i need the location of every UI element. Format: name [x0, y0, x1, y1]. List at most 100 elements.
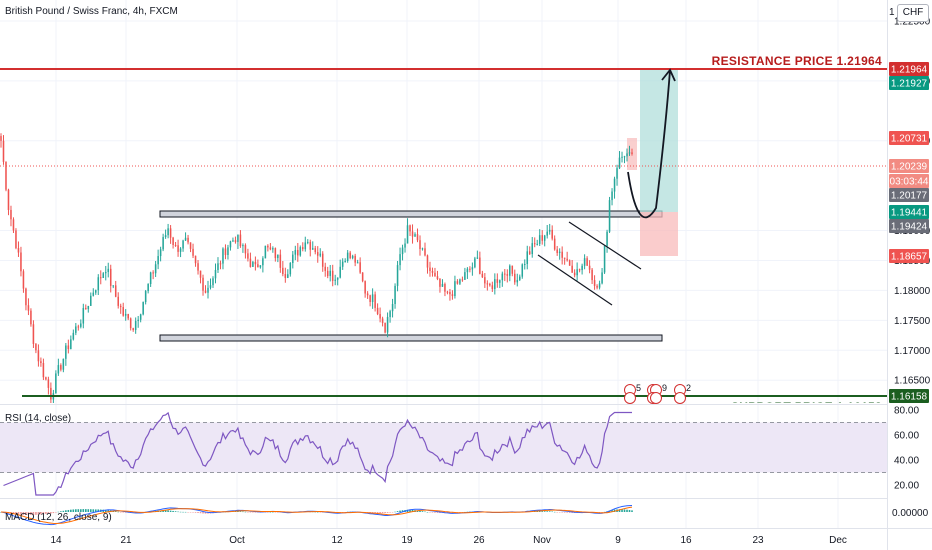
- candle-body: [616, 168, 618, 179]
- candle-body: [299, 247, 302, 256]
- candlestick-series: [0, 133, 633, 403]
- candle-body: [222, 248, 224, 264]
- macd-histogram-bar: [396, 511, 399, 512]
- macd-histogram-bar: [621, 509, 623, 512]
- macd-histogram-bar: [182, 511, 184, 513]
- price-tag: [889, 131, 929, 145]
- candle-body: [429, 267, 431, 271]
- macd-histogram-bar: [50, 512, 52, 514]
- macd-histogram-bar: [247, 512, 249, 513]
- candle-body: [588, 265, 591, 270]
- candle-body: [324, 266, 327, 271]
- macd-histogram-bar: [376, 512, 379, 513]
- candle-body: [601, 272, 603, 284]
- candle-body: [132, 328, 134, 330]
- candle-body: [124, 313, 127, 316]
- candle-body: [573, 272, 576, 276]
- macd-histogram-bar: [114, 511, 117, 512]
- candle-body: [551, 229, 553, 239]
- candle-body: [439, 278, 441, 287]
- macd-histogram-bar: [249, 512, 252, 513]
- range-upper-box[interactable]: [159, 210, 663, 218]
- wedge-lower-trendline[interactable]: [537, 254, 613, 306]
- candle-body: [404, 243, 406, 248]
- currency-button[interactable]: CHF: [897, 4, 929, 22]
- macd-histogram-bar: [538, 511, 541, 512]
- candle-body: [311, 248, 314, 250]
- macd-histogram-bar: [94, 509, 97, 512]
- candle-body: [142, 302, 144, 315]
- time-axis[interactable]: 14 21 Oct 12 19 26 Nov 9 16 23 Dec: [50, 535, 846, 546]
- price-tag-label: 03:03:44: [890, 177, 929, 188]
- price-tick-label: 1.18000: [894, 286, 931, 297]
- candle-body: [376, 307, 379, 315]
- candle-body: [316, 252, 319, 256]
- macd-histogram-bar: [119, 512, 122, 513]
- macd-histogram-bar: [394, 511, 396, 513]
- macd-histogram-bar: [57, 511, 60, 513]
- candle-body: [491, 285, 494, 289]
- candle-body: [329, 270, 331, 277]
- macd-histogram-bar: [194, 512, 197, 513]
- candle-body: [391, 304, 394, 312]
- macd-histogram-bar: [379, 512, 381, 514]
- candle-body: [45, 377, 47, 380]
- candle-body: [137, 319, 139, 322]
- macd-label[interactable]: MACD (12, 26, close, 9): [5, 512, 112, 523]
- projected-path-arrow: [661, 68, 676, 82]
- candle-body: [72, 332, 75, 340]
- event-count: 2: [686, 383, 691, 393]
- candle-body: [466, 268, 469, 273]
- candle-body: [546, 231, 548, 236]
- long-position-stop-zone[interactable]: [640, 212, 678, 256]
- candle-body: [591, 269, 593, 281]
- price-tag: [889, 62, 929, 76]
- price-tag: [889, 389, 929, 403]
- candle-body: [538, 235, 541, 244]
- candle-body: [65, 345, 67, 359]
- candle-body: [474, 258, 476, 268]
- event-icon[interactable]: [624, 392, 636, 404]
- candle-body: [15, 230, 17, 249]
- candle-body: [75, 326, 77, 333]
- time-tick-label: 23: [752, 535, 764, 546]
- range-lower-box[interactable]: [159, 334, 663, 342]
- long-position-profit-zone[interactable]: [640, 70, 678, 212]
- event-icon[interactable]: [650, 392, 662, 404]
- price-tag-label: 1.19441: [891, 208, 928, 219]
- candle-body: [548, 229, 551, 232]
- macd-histogram-bar: [45, 512, 47, 514]
- candle-body: [7, 189, 10, 210]
- candle-body: [302, 247, 304, 250]
- candle-body: [109, 268, 112, 286]
- symbol-title[interactable]: British Pound / Swiss Franc, 4h, FXCM: [5, 6, 178, 17]
- candle-body: [30, 310, 32, 325]
- candle-body: [304, 242, 307, 250]
- macd-histogram-bar: [89, 509, 92, 512]
- candle-body: [504, 273, 506, 275]
- candle-body: [628, 152, 631, 154]
- candle-body: [212, 278, 214, 286]
- candle-body: [25, 288, 27, 306]
- rsi-label[interactable]: RSI (14, close): [5, 413, 71, 424]
- time-tick-label: Oct: [229, 535, 245, 546]
- candle-body: [114, 285, 117, 297]
- wedge-upper-trendline[interactable]: [568, 221, 642, 270]
- candle-body: [40, 361, 42, 364]
- candle-body: [359, 262, 361, 273]
- candle-body: [369, 295, 371, 302]
- macd-histogram-bar: [411, 509, 414, 512]
- candle-body: [209, 285, 212, 288]
- event-icon[interactable]: [674, 392, 686, 404]
- macd-histogram-bar: [274, 512, 277, 513]
- macd-histogram-bar: [122, 512, 125, 513]
- candle-body: [349, 252, 351, 259]
- candle-body: [292, 254, 294, 263]
- projected-path[interactable]: [627, 69, 671, 219]
- macd-histogram-bar: [541, 511, 544, 512]
- event-markers[interactable]: 5 9 2: [624, 383, 692, 404]
- price-tag-label: 1.18657: [891, 252, 928, 263]
- candle-body: [282, 267, 284, 275]
- macd-histogram-bar: [75, 509, 77, 512]
